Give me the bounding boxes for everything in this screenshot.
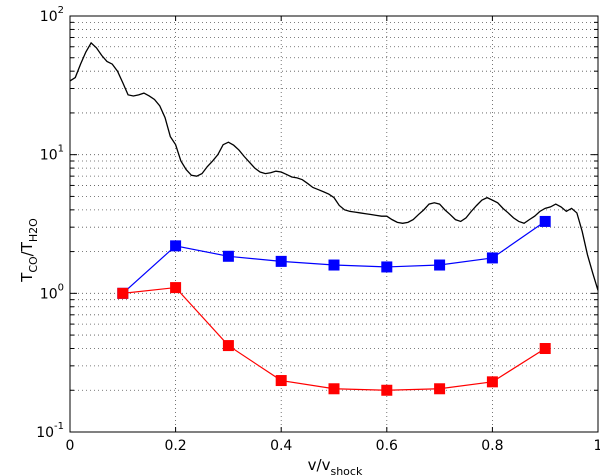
y-tick-label-exponent: 1 (58, 144, 64, 155)
series-layer (69, 41, 599, 396)
x-tick-label: 1 (594, 438, 600, 454)
series-marker-1 (170, 240, 182, 252)
y-tick-label-exponent: -1 (54, 421, 64, 432)
plot-frame (69, 15, 599, 433)
series-marker-1 (539, 215, 551, 227)
y-tick-label: 102 (40, 5, 64, 25)
y-tick-label-base: 10 (40, 9, 58, 25)
x-axis-label-main: v/v (308, 456, 331, 474)
series-marker-2 (275, 375, 287, 387)
series-marker-2 (222, 340, 234, 352)
series-marker-1 (381, 261, 393, 273)
y-label-sub2: H2O (27, 218, 40, 242)
x-tick-label: 0.8 (481, 438, 503, 454)
series-marker-2 (328, 383, 340, 395)
grid (70, 16, 598, 432)
series-marker-2 (117, 287, 129, 299)
y-tick-label: 10-1 (36, 421, 64, 441)
series-marker-2 (170, 282, 182, 294)
y-tick-label-base: 10 (40, 286, 58, 302)
series-marker-1 (486, 252, 498, 264)
x-tick-label: 0 (66, 438, 75, 454)
series-marker-1 (275, 255, 287, 267)
ticks (69, 16, 599, 433)
series-marker-2 (486, 376, 498, 388)
series-line-0 (69, 41, 599, 291)
y-label-t2: /T (18, 241, 36, 256)
y-tick-label-base: 10 (40, 148, 58, 164)
y-label-t1: T (18, 272, 36, 283)
y-tick-label: 101 (40, 144, 64, 164)
x-tick-label: 0.4 (270, 438, 292, 454)
y-label-sub1: CO (27, 256, 40, 273)
y-axis-label: TCO/TH2O (18, 218, 40, 283)
series-marker-1 (222, 250, 234, 262)
y-tick-label: 100 (40, 282, 64, 302)
series-line-2 (122, 286, 546, 391)
series-line-1 (122, 220, 546, 294)
series-marker-1 (434, 259, 446, 271)
series-marker-2 (381, 384, 393, 396)
x-tick-label: 0.2 (164, 438, 186, 454)
y-tick-label-exponent: 2 (58, 5, 64, 16)
series-marker-2 (434, 383, 446, 395)
x-axis-label-sub: shock (330, 465, 362, 476)
x-axis-label: v/vshock (308, 456, 363, 476)
series-marker-1 (328, 259, 340, 271)
series-marker-2 (539, 343, 551, 355)
x-tick-label: 0.6 (376, 438, 398, 454)
y-tick-label-exponent: 0 (58, 282, 64, 293)
y-tick-label-base: 10 (36, 425, 54, 441)
